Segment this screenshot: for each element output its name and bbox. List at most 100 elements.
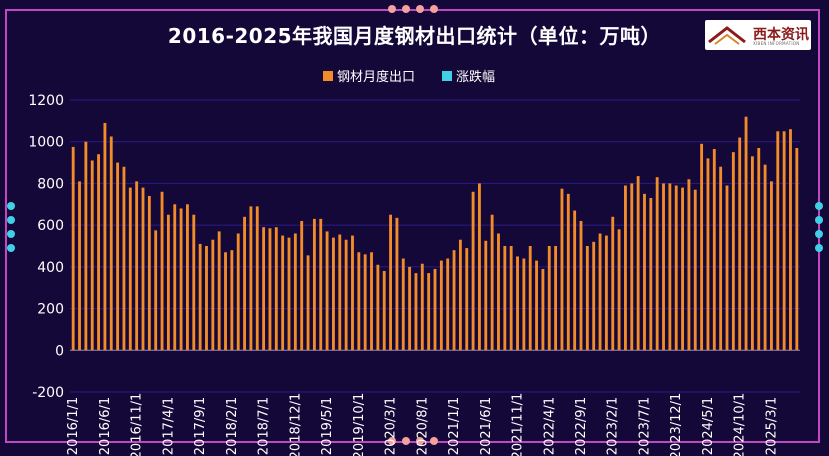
bar <box>198 243 202 351</box>
bar <box>351 235 354 351</box>
bar <box>249 206 253 351</box>
bar <box>433 268 437 351</box>
bar <box>389 214 392 351</box>
bar <box>566 193 570 351</box>
bar <box>662 183 665 351</box>
bar <box>135 181 139 351</box>
bar <box>522 258 526 351</box>
bar <box>484 240 488 351</box>
x-tick-label: 2022/4/1 <box>542 397 557 455</box>
bar <box>782 131 786 351</box>
bar <box>744 116 748 351</box>
bar <box>554 246 558 351</box>
bar <box>490 214 494 351</box>
bar <box>312 218 316 351</box>
y-tick-label: 1200 <box>28 93 64 109</box>
bar <box>401 258 405 351</box>
bar <box>160 191 164 351</box>
bar <box>306 255 310 351</box>
bar <box>725 185 729 351</box>
bar <box>90 160 94 351</box>
bar <box>649 198 653 351</box>
bar <box>465 248 469 351</box>
bar <box>173 204 177 351</box>
bar <box>103 122 107 351</box>
bar <box>770 181 773 351</box>
bar <box>668 183 672 351</box>
x-tick-label: 2023/2/1 <box>606 397 621 455</box>
bar <box>211 239 215 351</box>
x-tick-label: 2023/7/1 <box>637 397 652 455</box>
bar <box>427 273 431 351</box>
x-tick-label: 2018/12/1 <box>288 393 303 456</box>
bar <box>332 237 335 351</box>
bar <box>598 233 602 351</box>
bar <box>687 179 691 351</box>
bar <box>636 176 640 351</box>
bar <box>230 250 234 351</box>
bar <box>293 233 297 351</box>
brand-logo: 西本资讯 XIBEN INFORMATION <box>705 20 811 50</box>
right-handle-dot <box>815 244 823 252</box>
bottom-handle-dot <box>430 437 438 445</box>
bar <box>236 233 240 351</box>
legend-swatch-change <box>442 70 452 81</box>
bar <box>363 254 367 351</box>
y-tick-label: 800 <box>37 176 64 192</box>
x-tick-label: 2019/5/1 <box>320 397 335 455</box>
bar <box>78 181 81 351</box>
bar <box>408 266 412 351</box>
bar <box>319 218 323 351</box>
top-handle-dot <box>388 5 396 13</box>
bar <box>370 252 373 351</box>
right-handle-dot <box>815 230 823 238</box>
bar <box>547 246 551 351</box>
bar <box>624 185 627 351</box>
bar <box>420 263 424 351</box>
panel-frame <box>5 9 820 443</box>
legend-item-change[interactable]: 涨跌幅 <box>442 66 495 85</box>
bar <box>186 204 189 351</box>
bar <box>338 234 342 351</box>
x-tick-label: 2018/7/1 <box>257 397 272 455</box>
bar <box>643 193 646 351</box>
bar <box>700 143 704 351</box>
x-tick-label: 2016/11/1 <box>130 393 145 456</box>
bar <box>604 235 608 351</box>
bar <box>712 149 716 351</box>
bar <box>516 256 519 351</box>
bar <box>376 264 380 351</box>
x-tick-label: 2018/2/1 <box>225 397 240 455</box>
x-tick-label: 2021/6/1 <box>479 397 494 455</box>
left-handle-dot <box>7 230 15 238</box>
top-handle-dot <box>402 5 410 13</box>
bar <box>224 252 227 351</box>
bar <box>357 252 361 351</box>
x-tick-label: 2024/5/1 <box>701 397 716 455</box>
bar <box>84 141 88 351</box>
bar <box>205 246 208 351</box>
x-tick-label: 2023/12/1 <box>669 393 684 456</box>
bar <box>528 246 532 351</box>
x-tick-label: 2021/11/1 <box>511 393 526 456</box>
bar <box>579 220 583 351</box>
top-handle-dot <box>416 5 424 13</box>
x-tick-label: 2024/10/1 <box>733 393 748 456</box>
x-tick-label: 2017/4/1 <box>161 397 176 455</box>
x-tick-label: 2016/1/1 <box>66 397 81 455</box>
bar <box>541 268 545 351</box>
bar <box>585 246 589 351</box>
bar <box>382 271 386 351</box>
bar <box>439 260 443 351</box>
bar <box>497 233 500 351</box>
bottom-handle-dot <box>388 437 396 445</box>
bar <box>611 216 615 351</box>
bar <box>300 220 304 351</box>
bar <box>719 166 723 351</box>
bar <box>471 191 475 351</box>
legend-item-export[interactable]: 钢材月度出口 <box>323 66 415 85</box>
bar <box>750 156 754 351</box>
bar <box>217 231 221 351</box>
